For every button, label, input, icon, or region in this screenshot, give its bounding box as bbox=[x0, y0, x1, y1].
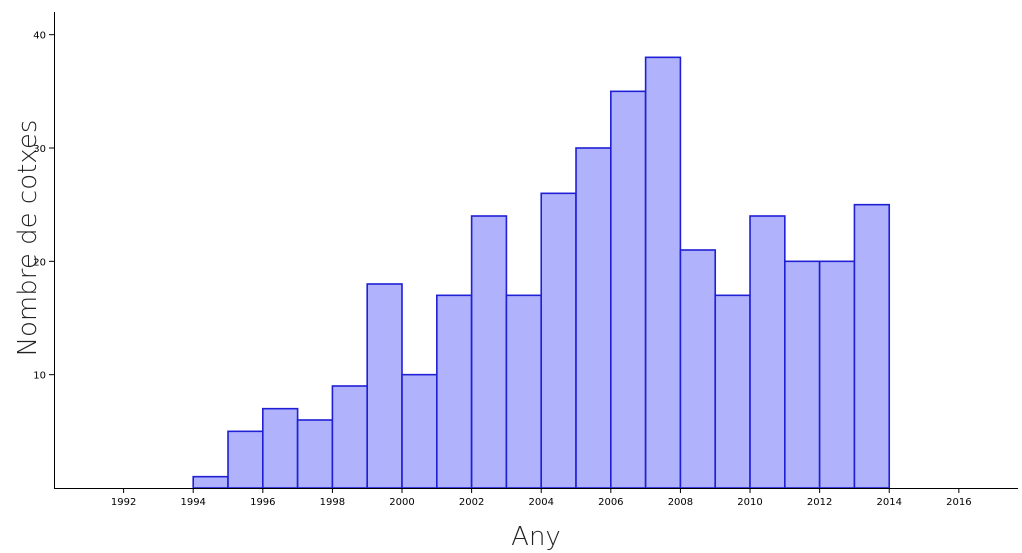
x-tick-label: 2012 bbox=[807, 497, 832, 508]
y-tick-label: 30 bbox=[33, 144, 46, 155]
x-tick-label: 2004 bbox=[528, 497, 553, 508]
histogram-bar bbox=[679, 249, 717, 489]
x-tick-label: 1996 bbox=[250, 497, 275, 508]
histogram-bar bbox=[540, 192, 577, 489]
histogram-bar bbox=[436, 294, 473, 489]
x-tick-label: 2008 bbox=[668, 497, 693, 508]
x-tick-label: 2000 bbox=[389, 497, 414, 508]
histogram-bar bbox=[192, 475, 229, 489]
histogram-bar bbox=[714, 294, 751, 489]
x-tick-label: 2002 bbox=[459, 497, 484, 508]
x-tick-label: 1992 bbox=[111, 497, 136, 508]
histogram-bar bbox=[505, 294, 543, 489]
histogram-bar bbox=[575, 147, 612, 489]
histogram-bar bbox=[366, 283, 403, 489]
histogram-bar bbox=[610, 90, 647, 489]
histogram-bar bbox=[853, 203, 891, 489]
x-tick-label: 2006 bbox=[598, 497, 623, 508]
x-axis-title: Any bbox=[511, 522, 561, 552]
histogram-bar bbox=[296, 419, 334, 489]
y-tick-label: 20 bbox=[33, 257, 46, 268]
x-tick-label: 2010 bbox=[737, 497, 762, 508]
histogram-bar bbox=[644, 56, 682, 489]
axes-layer bbox=[54, 12, 1018, 489]
histogram-bar bbox=[749, 215, 786, 489]
histogram-bar bbox=[331, 385, 369, 489]
x-tick-label: 2014 bbox=[877, 497, 902, 508]
histogram-bar bbox=[470, 215, 508, 489]
histogram-bar bbox=[401, 373, 438, 489]
histogram-bar bbox=[227, 430, 264, 489]
y-axis-title: Nombre de cotxes bbox=[13, 120, 43, 357]
bars-layer bbox=[192, 56, 891, 489]
x-tick-label: 1998 bbox=[320, 497, 345, 508]
x-tick-label: 1994 bbox=[180, 497, 205, 508]
ticks-layer: 1992 1994 1996 1998 2000 2002 2004 2006 2008 2010… bbox=[33, 31, 971, 508]
y-tick-label: 40 bbox=[33, 31, 46, 42]
histogram-bar bbox=[784, 260, 821, 489]
histogram-bar bbox=[262, 407, 299, 489]
y-tick-label: 10 bbox=[33, 371, 46, 382]
x-tick-label: 2016 bbox=[946, 497, 971, 508]
histogram-bar bbox=[818, 260, 856, 489]
